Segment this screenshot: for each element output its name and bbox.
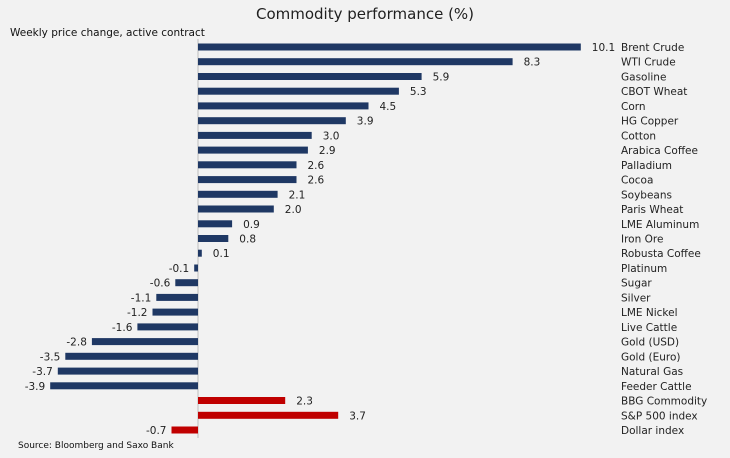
value-label-14: 0.1 [213, 248, 230, 260]
category-label-19: Live Cattle [621, 322, 677, 334]
category-label-0: Brent Crude [621, 42, 684, 54]
bar-22 [57, 367, 198, 375]
value-label-17: -1.1 [131, 292, 152, 304]
bar-1 [198, 58, 513, 66]
value-label-19: -1.6 [112, 322, 133, 334]
value-label-8: 2.6 [308, 160, 325, 172]
value-label-1: 8.3 [524, 57, 541, 69]
category-label-7: Arabica Coffee [621, 145, 698, 157]
bar-11 [198, 205, 274, 213]
bar-24 [198, 397, 286, 404]
category-label-5: HG Copper [621, 116, 679, 128]
bar-21 [65, 352, 198, 360]
value-label-23: -3.9 [25, 381, 46, 393]
bar-15 [194, 264, 198, 272]
category-label-15: Platinum [621, 263, 667, 275]
value-label-6: 3.0 [323, 130, 340, 142]
category-label-2: Gasoline [621, 72, 666, 84]
category-label-18: LME Nickel [621, 307, 678, 319]
category-label-26: Dollar index [621, 425, 684, 437]
value-label-12: 0.9 [243, 219, 260, 231]
bar-3 [198, 87, 399, 95]
category-label-24: BBG Commodity [621, 396, 707, 408]
bar-7 [198, 146, 308, 154]
chart-title: Commodity performance (%) [255, 5, 475, 23]
bar-17 [156, 293, 198, 301]
value-label-26: -0.7 [146, 425, 167, 437]
category-label-10: Soybeans [621, 189, 672, 201]
category-label-23: Feeder Cattle [621, 381, 692, 393]
bar-10 [198, 190, 278, 198]
value-label-20: -2.8 [66, 337, 87, 349]
value-label-0: 10.1 [592, 42, 615, 54]
category-label-8: Palladium [621, 160, 672, 172]
category-label-1: WTI Crude [621, 57, 676, 69]
bar-23 [50, 382, 199, 390]
bar-20 [91, 338, 198, 346]
category-label-16: Sugar [621, 278, 652, 290]
bar-13 [198, 235, 229, 242]
bar-6 [198, 131, 312, 139]
value-label-21: -3.5 [40, 351, 61, 363]
value-label-9: 2.6 [308, 175, 325, 187]
category-label-22: Natural Gas [621, 366, 683, 378]
bar-5 [198, 117, 346, 125]
chart-source: Source: Bloomberg and Saxo Bank [18, 441, 174, 451]
value-label-16: -0.6 [150, 278, 171, 290]
category-label-6: Cotton [621, 130, 656, 142]
category-label-11: Paris Wheat [621, 204, 683, 216]
bar-19 [137, 323, 198, 331]
value-label-7: 2.9 [319, 145, 336, 157]
category-label-20: Gold (USD) [621, 337, 679, 349]
bar-26 [171, 426, 198, 434]
bar-9 [198, 176, 297, 184]
category-label-14: Robusta Coffee [621, 248, 701, 260]
bar-25 [198, 411, 339, 419]
value-label-25: 3.7 [349, 410, 366, 422]
value-label-10: 2.1 [289, 189, 306, 201]
bar-12 [198, 220, 233, 228]
category-label-21: Gold (Euro) [621, 351, 680, 363]
category-label-12: LME Aluminum [621, 219, 699, 231]
bar-0 [198, 43, 581, 51]
bar-18 [152, 308, 198, 316]
bar-4 [198, 102, 369, 110]
value-label-3: 5.3 [410, 86, 427, 98]
bar-14 [198, 249, 202, 257]
value-label-15: -0.1 [169, 263, 190, 275]
value-label-4: 4.5 [380, 101, 397, 113]
value-label-11: 2.0 [285, 204, 302, 216]
category-label-3: CBOT Wheat [621, 86, 687, 98]
value-label-13: 0.8 [239, 234, 256, 246]
bar-2 [198, 73, 422, 80]
category-label-17: Silver [621, 292, 651, 304]
bar-8 [198, 161, 297, 169]
chart-subtitle: Weekly price change, active contract [10, 27, 205, 39]
bar-16 [175, 279, 198, 287]
value-label-22: -3.7 [32, 366, 53, 378]
value-label-2: 5.9 [433, 72, 450, 84]
value-label-5: 3.9 [357, 116, 374, 128]
category-label-13: Iron Ore [621, 234, 663, 246]
value-label-24: 2.3 [296, 396, 313, 408]
category-label-4: Corn [621, 101, 646, 113]
category-label-25: S&P 500 index [621, 410, 698, 422]
category-label-9: Cocoa [621, 175, 653, 187]
value-label-18: -1.2 [127, 307, 148, 319]
